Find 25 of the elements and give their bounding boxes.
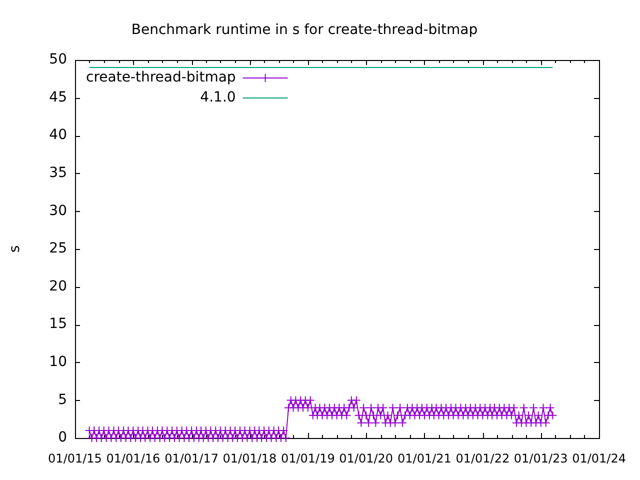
x-tick-label: 01/01/21	[398, 451, 452, 466]
y-tick-label: 35	[49, 165, 67, 182]
y-tick-label: 40	[49, 127, 67, 144]
x-tick-label: 01/01/18	[222, 451, 277, 466]
y-tick-label: 25	[49, 240, 67, 257]
y-tick-label: 10	[49, 354, 67, 370]
chart-title: Benchmark runtime in s for create-thread-bitmap	[131, 22, 478, 38]
x-tick-label: 01/01/22	[456, 451, 510, 466]
y-tick-label: 15	[49, 316, 67, 332]
x-tick-label: 01/01/20	[339, 451, 394, 466]
y-tick-label: 45	[49, 89, 67, 106]
legend-label: create-thread-bitmap	[86, 70, 236, 86]
y-tick-label: 20	[49, 278, 67, 294]
x-tick-label: 01/01/24	[572, 451, 626, 466]
y-tick-label: 5	[58, 392, 67, 408]
y-axis-title: s	[7, 245, 24, 253]
legend-label: 4.1.0	[200, 90, 236, 106]
x-tick-label: 01/01/19	[280, 451, 335, 466]
x-tick-label: 01/01/15	[48, 451, 102, 466]
x-tick-label: 01/01/17	[164, 451, 218, 466]
y-tick-label: 50	[49, 52, 67, 68]
x-tick-label: 01/01/16	[106, 451, 160, 466]
x-tick-label: 01/01/23	[514, 451, 568, 466]
y-tick-label: 0	[58, 430, 67, 446]
y-tick-label: 30	[49, 202, 67, 219]
